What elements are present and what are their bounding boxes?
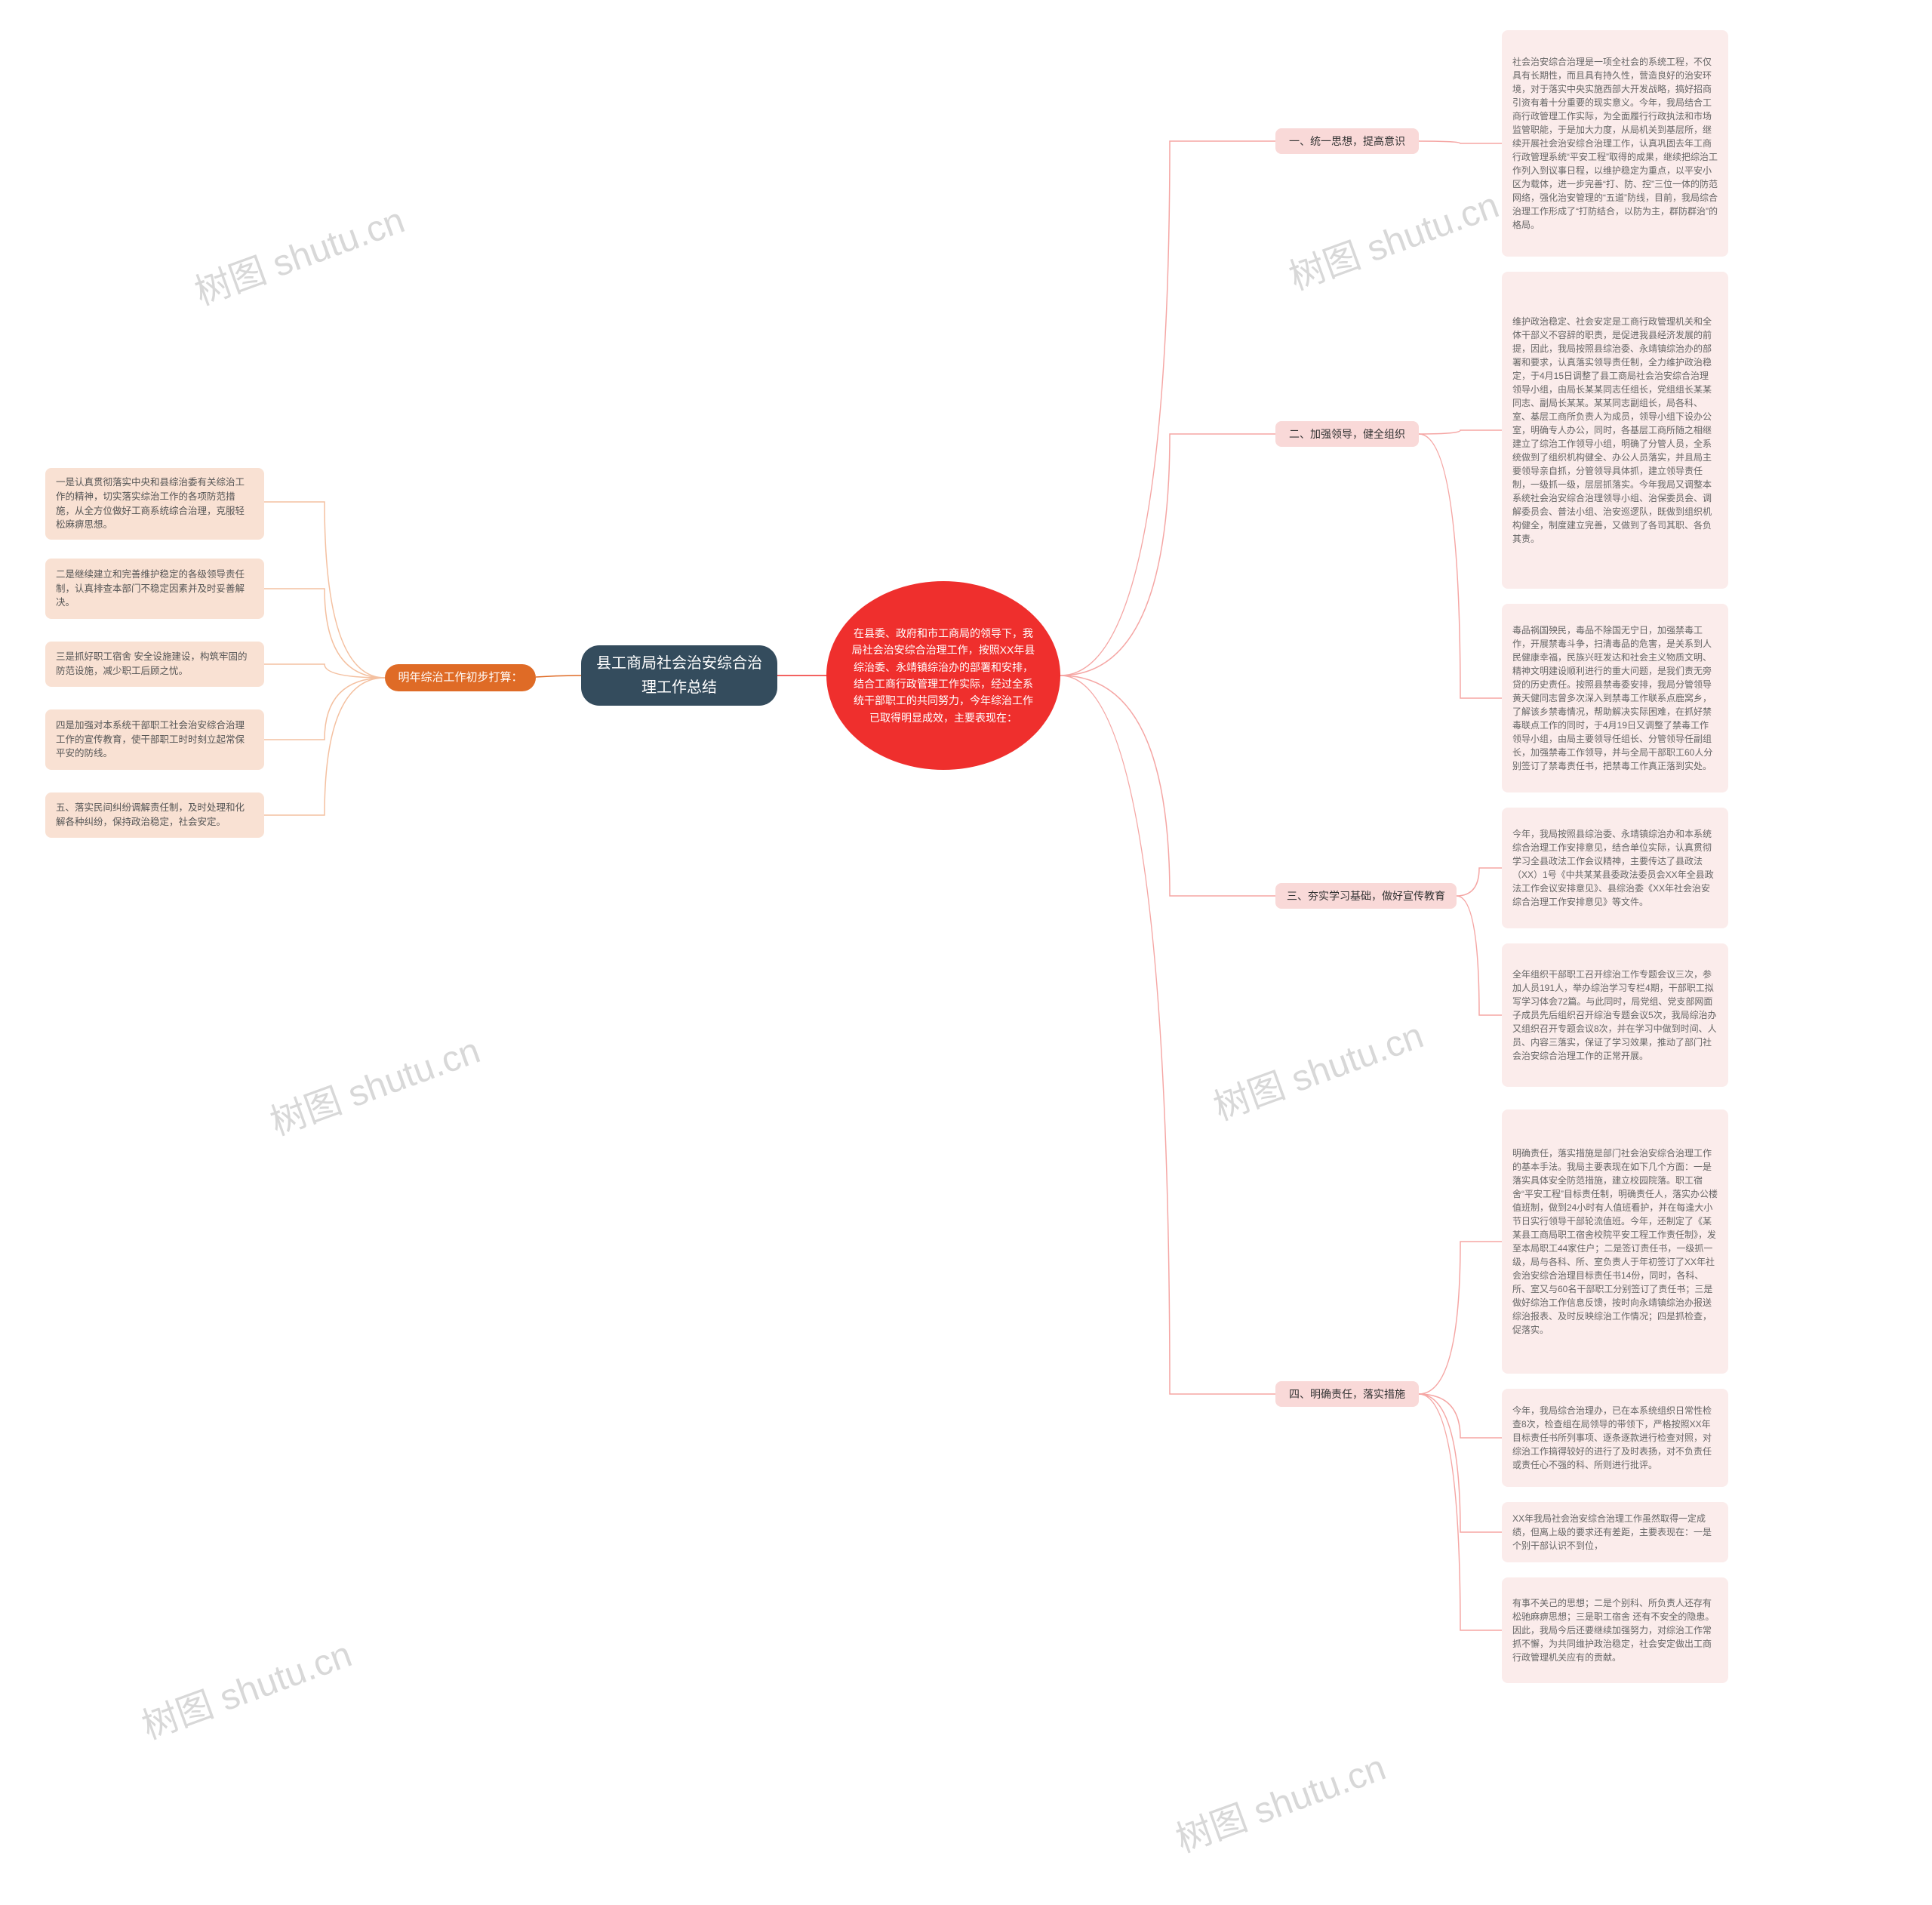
leaf-node[interactable]: 全年组织干部职工召开综治工作专题会议三次，参加人员191人，举办综治学习专栏4期… xyxy=(1502,943,1728,1087)
section-node-1[interactable]: 一、统一思想，提高意识 xyxy=(1275,128,1419,154)
watermark: 树图 shutu.cn xyxy=(1281,175,1505,300)
leaf-node[interactable]: 有事不关己的思想；二是个别科、所负责人还存有松驰麻痹思想；三是职工宿舍 还有不安… xyxy=(1502,1577,1728,1683)
plan-node[interactable]: 明年综治工作初步打算： xyxy=(385,664,536,691)
plan-item-2[interactable]: 二是继续建立和完善维护稳定的各级领导责任制，认真排查本部门不稳定因素并及时妥善解… xyxy=(45,559,264,619)
section-node-2[interactable]: 二、加强领导，健全组织 xyxy=(1275,421,1419,447)
leaf-node[interactable]: XX年我局社会治安综合治理工作虽然取得一定成绩，但离上级的要求还有差距，主要表现… xyxy=(1502,1502,1728,1562)
intro-node[interactable]: 在县委、政府和市工商局的领导下，我局社会治安综合治理工作，按照XX年县综治委、永… xyxy=(826,581,1060,770)
root-node[interactable]: 县工商局社会治安综合治理工作总结 xyxy=(581,645,777,706)
watermark: 树图 shutu.cn xyxy=(1205,1005,1429,1130)
section-node-3[interactable]: 三、夯实学习基础，做好宣传教育 xyxy=(1275,883,1457,909)
leaf-node[interactable]: 明确责任，落实措施是部门社会治安综合治理工作的基本手法。我局主要表现在如下几个方… xyxy=(1502,1109,1728,1374)
plan-item-3[interactable]: 三是抓好职工宿舍 安全设施建设，构筑牢固的防范设施，减少职工后顾之忧。 xyxy=(45,642,264,687)
plan-item-1[interactable]: 一是认真贯彻落实中央和县综治委有关综治工作的精神，切实落实综治工作的各项防范措施… xyxy=(45,468,264,540)
leaf-node[interactable]: 社会治安综合治理是一项全社会的系统工程，不仅具有长期性，而且具有持久性，营造良好… xyxy=(1502,30,1728,257)
watermark: 树图 shutu.cn xyxy=(134,1624,358,1749)
leaf-node[interactable]: 今年，我局按照县综治委、永靖镇综治办和本系统综合治理工作安排意见，结合单位实际，… xyxy=(1502,808,1728,928)
leaf-node[interactable]: 今年，我局综合治理办，已在本系统组织日常性检查8次，检查组在局领导的带领下，严格… xyxy=(1502,1389,1728,1487)
watermark: 树图 shutu.cn xyxy=(1168,1737,1392,1862)
leaf-node[interactable]: 毒品祸国殃民，毒品不除国无宁日，加强禁毒工作，开展禁毒斗争，扫清毒品的危害，是关… xyxy=(1502,604,1728,792)
section-node-4[interactable]: 四、明确责任，落实措施 xyxy=(1275,1381,1419,1407)
plan-item-4[interactable]: 四是加强对本系统干部职工社会治安综合治理工作的宣传教育，使干部职工时时刻立起常保… xyxy=(45,709,264,770)
watermark: 树图 shutu.cn xyxy=(186,190,411,315)
watermark: 树图 shutu.cn xyxy=(262,1020,486,1145)
leaf-node[interactable]: 维护政治稳定、社会安定是工商行政管理机关和全体干部义不容辞的职责，是促进我县经济… xyxy=(1502,272,1728,589)
plan-item-5[interactable]: 五、落实民间纠纷调解责任制，及时处理和化解各种纠纷，保持政治稳定，社会安定。 xyxy=(45,792,264,838)
